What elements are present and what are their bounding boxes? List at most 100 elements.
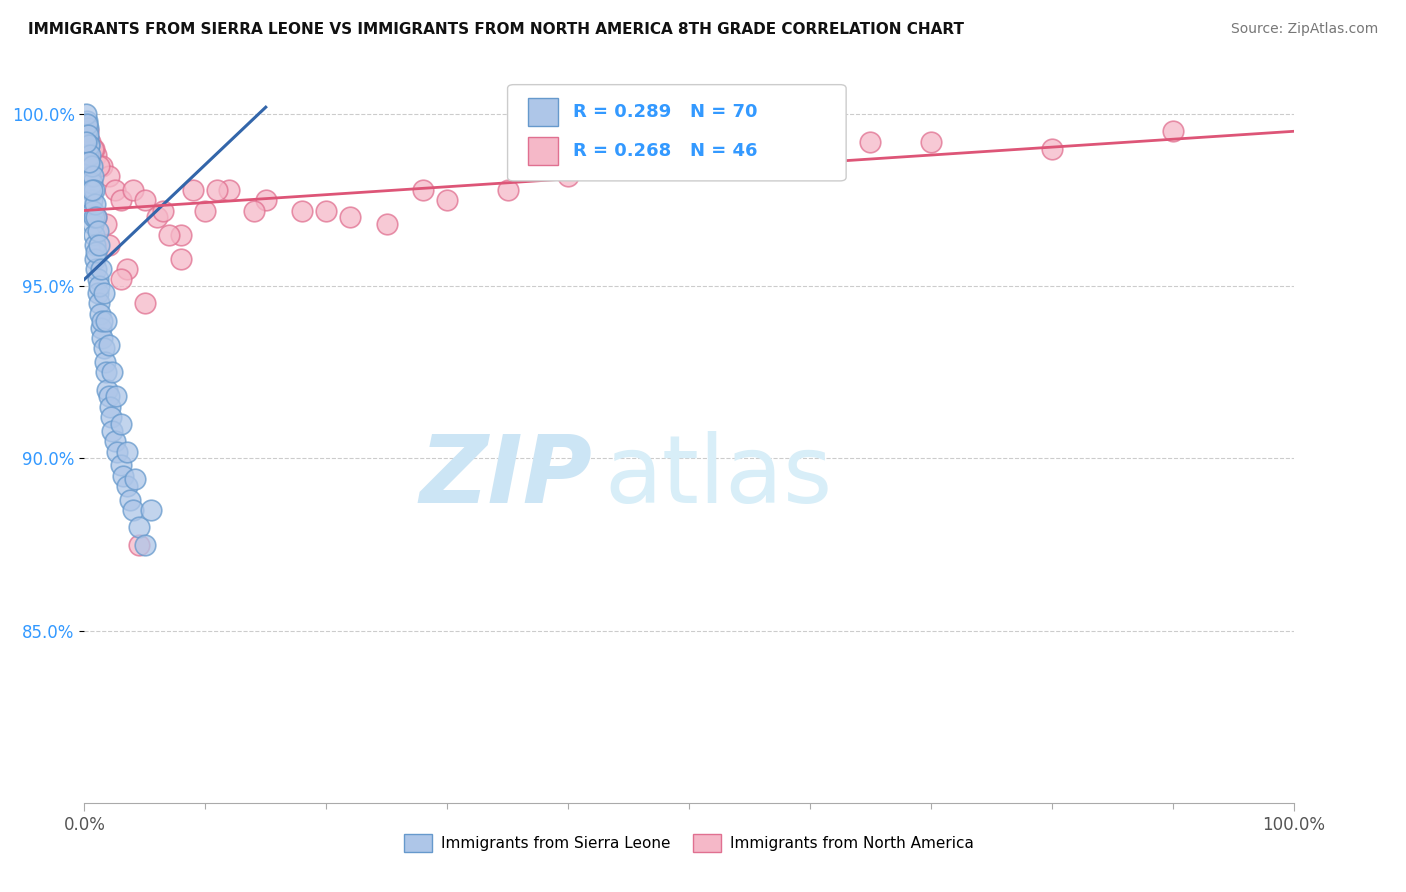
Point — [104, 434, 127, 449]
Point — [1161, 124, 1184, 138]
Point — [86, 286, 108, 301]
Point — [139, 503, 162, 517]
Point — [77, 155, 100, 169]
Point — [93, 341, 115, 355]
Point — [84, 196, 107, 211]
Point — [738, 159, 761, 173]
Point — [496, 183, 519, 197]
Point — [104, 389, 127, 403]
Point — [82, 203, 104, 218]
Point — [152, 203, 174, 218]
Point — [242, 203, 264, 218]
Point — [79, 183, 101, 197]
Point — [115, 444, 138, 458]
Point — [97, 169, 120, 183]
Point — [96, 383, 118, 397]
Point — [170, 227, 193, 242]
Point — [91, 314, 114, 328]
Point — [83, 142, 105, 156]
Point — [87, 279, 110, 293]
Point — [1040, 142, 1063, 156]
Point — [678, 159, 700, 173]
Point — [79, 169, 101, 183]
Point — [112, 468, 135, 483]
Point — [82, 217, 104, 231]
Point — [181, 183, 204, 197]
Point — [77, 124, 100, 138]
Point — [121, 183, 143, 197]
FancyBboxPatch shape — [529, 98, 558, 126]
Point — [110, 417, 132, 431]
Point — [799, 142, 821, 156]
Point — [617, 159, 640, 173]
Point — [218, 183, 240, 197]
Point — [83, 183, 105, 197]
Point — [101, 424, 124, 438]
Point — [120, 492, 142, 507]
Point — [87, 238, 110, 252]
Point — [77, 148, 100, 162]
Point — [146, 211, 169, 225]
Point — [86, 262, 108, 277]
Point — [86, 244, 108, 259]
Point — [110, 458, 132, 473]
Point — [194, 203, 217, 218]
Point — [90, 262, 112, 277]
Point — [104, 183, 127, 197]
Point — [86, 272, 108, 286]
Point — [97, 238, 120, 252]
Text: atlas: atlas — [605, 431, 832, 523]
Point — [98, 400, 121, 414]
Point — [77, 138, 100, 153]
Legend: Immigrants from Sierra Leone, Immigrants from North America: Immigrants from Sierra Leone, Immigrants… — [398, 829, 980, 858]
FancyBboxPatch shape — [529, 137, 558, 165]
Point — [91, 331, 114, 345]
Point — [124, 472, 146, 486]
Point — [94, 217, 117, 231]
Point — [80, 159, 103, 173]
Point — [77, 128, 100, 142]
Point — [339, 211, 361, 225]
Point — [97, 389, 120, 403]
Point — [110, 193, 132, 207]
Point — [77, 159, 100, 173]
Point — [90, 320, 112, 334]
Point — [75, 135, 97, 149]
Point — [86, 211, 108, 225]
Point — [79, 148, 101, 162]
Point — [101, 365, 124, 379]
Point — [128, 537, 150, 551]
Point — [170, 252, 193, 266]
Point — [121, 503, 143, 517]
Point — [91, 159, 114, 173]
Point — [86, 211, 108, 225]
Point — [87, 296, 110, 310]
Point — [97, 338, 120, 352]
Point — [80, 193, 103, 207]
Point — [291, 203, 314, 218]
Point — [86, 148, 108, 162]
Point — [76, 117, 98, 131]
Point — [375, 217, 398, 231]
Point — [82, 142, 104, 156]
Point — [94, 365, 117, 379]
Point — [84, 238, 107, 252]
Text: IMMIGRANTS FROM SIERRA LEONE VS IMMIGRANTS FROM NORTH AMERICA 8TH GRADE CORRELAT: IMMIGRANTS FROM SIERRA LEONE VS IMMIGRAN… — [28, 22, 965, 37]
Point — [94, 314, 117, 328]
Text: Source: ZipAtlas.com: Source: ZipAtlas.com — [1230, 22, 1378, 37]
Point — [207, 183, 229, 197]
Point — [110, 272, 132, 286]
Point — [100, 410, 122, 425]
Point — [254, 193, 277, 207]
Point — [77, 120, 100, 135]
Point — [115, 479, 138, 493]
Point — [134, 296, 156, 310]
Text: ZIP: ZIP — [419, 431, 592, 523]
Point — [82, 169, 104, 183]
Point — [77, 131, 100, 145]
Point — [75, 107, 97, 121]
Point — [859, 135, 882, 149]
Point — [86, 224, 108, 238]
Point — [93, 286, 115, 301]
Text: R = 0.268   N = 46: R = 0.268 N = 46 — [572, 143, 758, 161]
